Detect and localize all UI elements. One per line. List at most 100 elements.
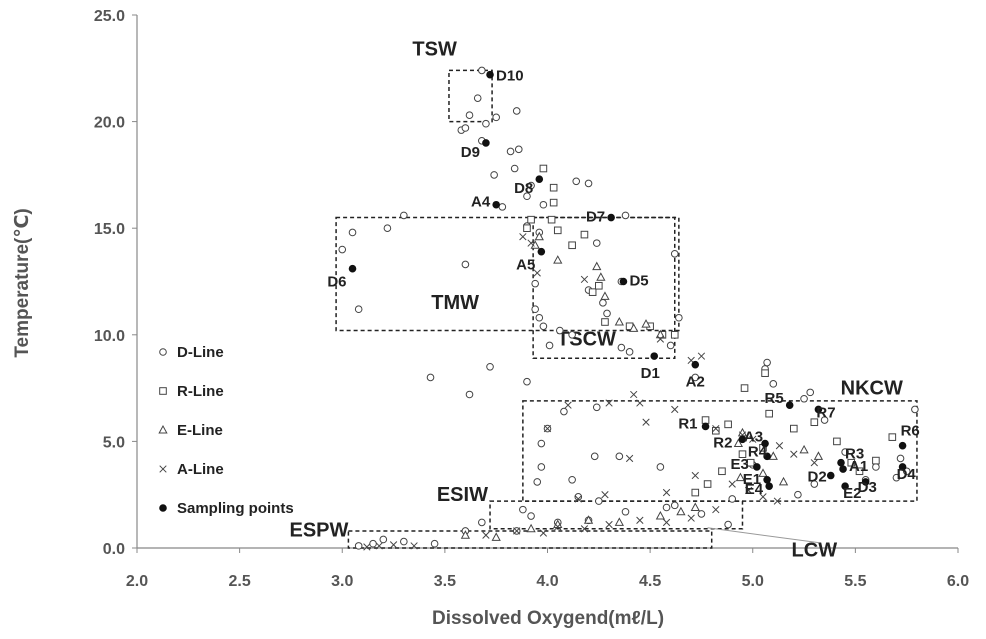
data-point (564, 401, 572, 409)
sampling-point-r6 (898, 441, 907, 450)
data-point (896, 454, 905, 463)
data-point (592, 403, 601, 412)
data-point (556, 326, 564, 335)
data-point (888, 433, 897, 441)
data-point (506, 147, 515, 156)
data-point (465, 111, 474, 120)
data-point (572, 177, 581, 186)
sampling-point-e3 (753, 463, 761, 471)
data-point (761, 369, 769, 377)
data-point (537, 463, 546, 471)
sampling-label-a2: A2 (686, 374, 705, 391)
x-tick-label: 2.0 (126, 573, 148, 590)
legend-label: E-Line (177, 422, 223, 439)
data-point (600, 291, 610, 300)
sampling-point-a5 (537, 247, 546, 256)
legend-label: A-Line (177, 461, 224, 478)
sampling-label-e1: E1 (743, 471, 761, 488)
sampling-label-e3: E3 (730, 456, 748, 473)
sampling-point-d2 (826, 471, 835, 480)
data-point (691, 488, 700, 497)
data-point (527, 512, 535, 520)
data-point (543, 424, 552, 433)
data-point (592, 239, 601, 247)
data-point (430, 539, 439, 548)
sampling-label-d6: D6 (327, 274, 346, 291)
data-point (813, 451, 824, 460)
data-point (539, 200, 548, 209)
y-tick-label: 20.0 (94, 115, 125, 132)
data-point (375, 542, 383, 550)
sampling-point-d6 (348, 264, 357, 273)
sampling-label-r5: R5 (765, 390, 784, 407)
sampling-point-d10 (486, 70, 494, 79)
data-point (911, 405, 919, 414)
water-mass-box-esiw (489, 500, 744, 530)
data-point (728, 480, 736, 488)
sampling-label-d7: D7 (586, 209, 605, 226)
data-point (574, 493, 583, 501)
data-point (560, 407, 568, 416)
data-point (553, 519, 563, 529)
data-point (478, 66, 486, 75)
legend-marker (158, 424, 168, 434)
sampling-label-r3: R3 (845, 446, 864, 463)
legend-item-e-line: E-Line (158, 422, 223, 439)
sampling-label-e2: E2 (843, 485, 861, 502)
data-point (523, 224, 531, 232)
data-point (617, 343, 626, 352)
series-e-line (460, 231, 824, 541)
data-point (687, 514, 695, 522)
data-point (758, 468, 768, 477)
data-point (670, 249, 679, 258)
data-point (655, 510, 666, 520)
data-point (691, 373, 700, 382)
data-point (514, 145, 523, 154)
sampling-point-d8 (535, 175, 544, 183)
data-point (670, 501, 679, 510)
data-point (605, 520, 613, 529)
series-sampling-points (348, 70, 907, 490)
sampling-label-d10: D10 (496, 68, 524, 85)
data-point (527, 215, 535, 224)
legend-marker (159, 465, 167, 473)
data-point (746, 458, 755, 467)
x-tick-label: 6.0 (947, 573, 969, 590)
sampling-point-d1 (650, 352, 659, 360)
sampling-label-d2: D2 (808, 469, 827, 486)
sampling-point-a1 (839, 465, 847, 473)
data-point (718, 467, 726, 476)
data-point (662, 503, 671, 512)
sampling-label-r2: R2 (713, 434, 732, 451)
data-point (790, 424, 798, 433)
sampling-label-d9: D9 (461, 144, 480, 161)
sampling-point-r5 (785, 401, 794, 409)
sampling-point-r3 (837, 458, 845, 467)
data-point (806, 388, 815, 397)
data-point (675, 313, 683, 322)
legend-marker (159, 348, 167, 356)
data-point (778, 476, 789, 486)
data-point (510, 164, 519, 173)
data-point (383, 224, 392, 232)
data-point (410, 542, 418, 550)
data-point (872, 463, 880, 471)
legend: D-Line R-Line E-Line A-Line Sampling points (158, 344, 294, 517)
data-point (763, 358, 771, 367)
data-point (338, 245, 347, 254)
legend-label: Sampling points (177, 500, 294, 517)
water-mass-label-nkcw: NKCW (841, 377, 903, 399)
data-point (601, 318, 609, 326)
data-point (833, 437, 841, 446)
legend-label: R-Line (177, 383, 224, 400)
data-point (400, 211, 408, 220)
data-point (595, 281, 603, 290)
data-point (691, 471, 699, 480)
data-point (526, 523, 536, 533)
data-point (744, 486, 753, 495)
data-point (641, 319, 651, 328)
sampling-label-d5: D5 (629, 273, 648, 290)
water-mass-label-esiw: ESIW (437, 484, 488, 506)
sampling-point-a2 (691, 360, 700, 369)
